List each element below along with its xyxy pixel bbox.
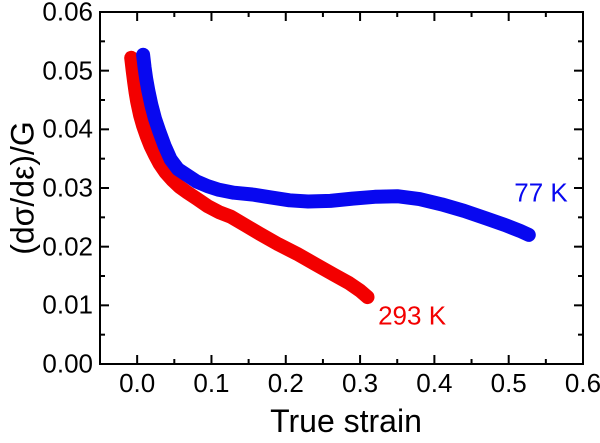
y-tick-label-0.03: 0.03	[42, 172, 93, 203]
y-axis-title: (dσ/dε)/G	[4, 121, 41, 255]
x-tick-label-0.3: 0.3	[341, 368, 379, 398]
x-tick-label-0.2: 0.2	[267, 368, 304, 398]
y-tick-label-0.05: 0.05	[42, 55, 93, 86]
annotation-77K: 77 K	[514, 177, 568, 208]
y-tick-label-0.00: 0.00	[42, 348, 93, 379]
x-tick-label-0.6: 0.6	[564, 368, 600, 398]
annotation-293K: 293 K	[378, 300, 447, 331]
plot-frame	[99, 11, 584, 365]
series-curve-77K	[136, 47, 536, 242]
x-tick-label-0.0: 0.0	[119, 368, 156, 398]
x-tick-label-0.4: 0.4	[416, 368, 453, 398]
x-tick-label-0.5: 0.5	[490, 368, 527, 398]
y-tick-label-0.01: 0.01	[42, 289, 93, 320]
y-tick-label-0.04: 0.04	[42, 113, 93, 144]
y-tick-label-0.02: 0.02	[42, 231, 93, 262]
series-curve-293K	[124, 50, 375, 305]
x-tick-label-0.1: 0.1	[193, 368, 230, 398]
y-tick-label-0.06: 0.06	[42, 0, 93, 27]
x-axis-title: True strain	[270, 403, 422, 439]
